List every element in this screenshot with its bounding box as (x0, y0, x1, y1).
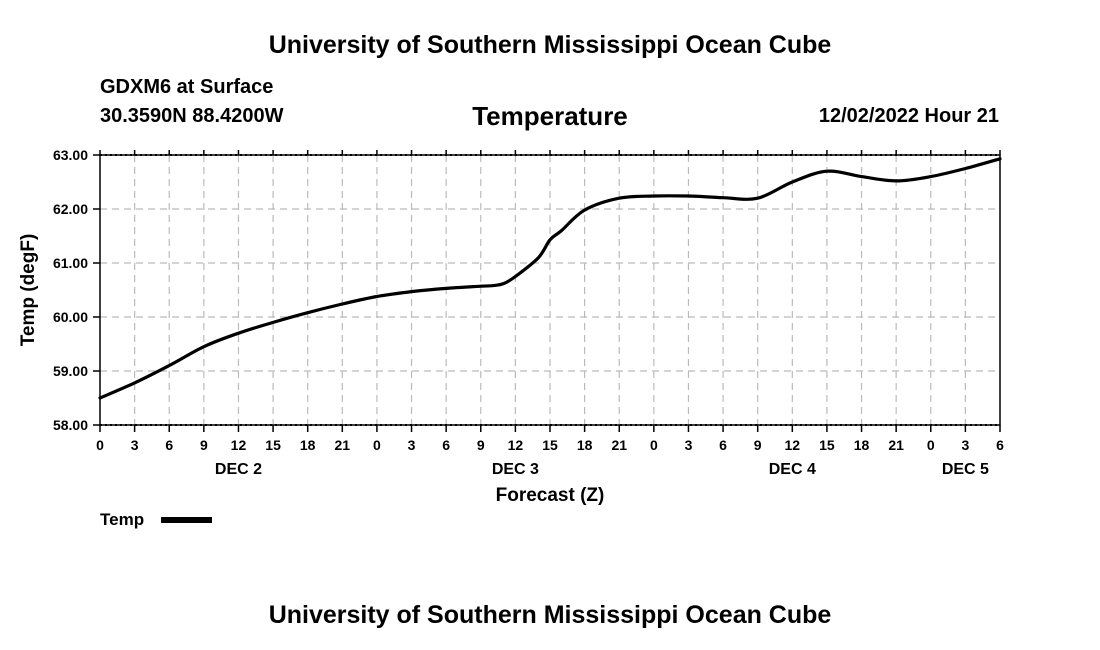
coordinates-label: 30.3590N 88.4200W (100, 105, 284, 127)
run-time-label: 12/02/2022 Hour 21 (818, 105, 999, 127)
series-line-temp (98, 157, 1002, 400)
x-tick-label: 3 (961, 437, 969, 453)
x-axis-ticks: 0 3 6 9 12 15 18 21 0 3 6 9 12 15 18 21 0 3 6 9 12 15 18 21 0 3 6 (96, 150, 1004, 453)
day-label: DEC 3 (492, 461, 539, 478)
day-label: DEC 4 (769, 461, 816, 478)
y-tick-label: 59.00 (53, 363, 88, 379)
x-tick-label: 21 (611, 437, 627, 453)
chart-subtitle: Temperature (472, 101, 628, 131)
x-tick-label: 15 (542, 437, 558, 453)
x-tick-label: 0 (927, 437, 935, 453)
x-axis-label: Forecast (Z) (496, 485, 605, 506)
day-label: DEC 2 (215, 461, 262, 478)
x-tick-label: 3 (131, 437, 139, 453)
x-tick-label: 12 (231, 437, 247, 453)
x-tick-label: 0 (650, 437, 658, 453)
x-tick-label: 0 (373, 437, 381, 453)
y-tick-label: 61.00 (53, 255, 88, 271)
bottom-title: University of Southern Mississippi Ocean… (268, 601, 832, 629)
station-label: GDXM6 at Surface (100, 76, 274, 98)
x-tick-label: 15 (265, 437, 281, 453)
day-label: DEC 5 (942, 461, 989, 478)
x-tick-label: 0 (96, 437, 104, 453)
x-tick-label: 9 (200, 437, 208, 453)
y-tick-label: 60.00 (53, 309, 88, 325)
y-tick-label: 58.00 (53, 417, 88, 433)
x-tick-label: 6 (442, 437, 450, 453)
x-tick-label: 21 (888, 437, 904, 453)
x-tick-label: 9 (754, 437, 762, 453)
y-axis-ticks: 58.00 59.00 60.00 61.00 62.00 63.00 (53, 147, 100, 433)
top-title: University of Southern Mississippi Ocean… (268, 31, 832, 59)
y-tick-label: 62.00 (53, 201, 88, 217)
x-tick-label: 21 (335, 437, 351, 453)
x-tick-label: 3 (408, 437, 416, 453)
x-tick-label: 12 (508, 437, 524, 453)
x-tick-label: 6 (996, 437, 1004, 453)
legend-label: Temp (100, 510, 144, 529)
x-tick-label: 18 (854, 437, 870, 453)
x-tick-label: 18 (577, 437, 593, 453)
series-layer (98, 157, 1002, 400)
x-tick-label: 15 (819, 437, 835, 453)
x-tick-label: 18 (300, 437, 316, 453)
y-axis-label: Temp (degF) (18, 234, 39, 347)
day-labels: DEC 2 DEC 3 DEC 4 DEC 5 (215, 461, 989, 478)
grid-lines (100, 155, 1000, 425)
x-tick-label: 6 (165, 437, 173, 453)
x-tick-label: 6 (719, 437, 727, 453)
x-tick-label: 3 (685, 437, 693, 453)
y-tick-label: 63.00 (53, 147, 88, 163)
x-tick-label: 9 (477, 437, 485, 453)
x-tick-label: 12 (785, 437, 801, 453)
